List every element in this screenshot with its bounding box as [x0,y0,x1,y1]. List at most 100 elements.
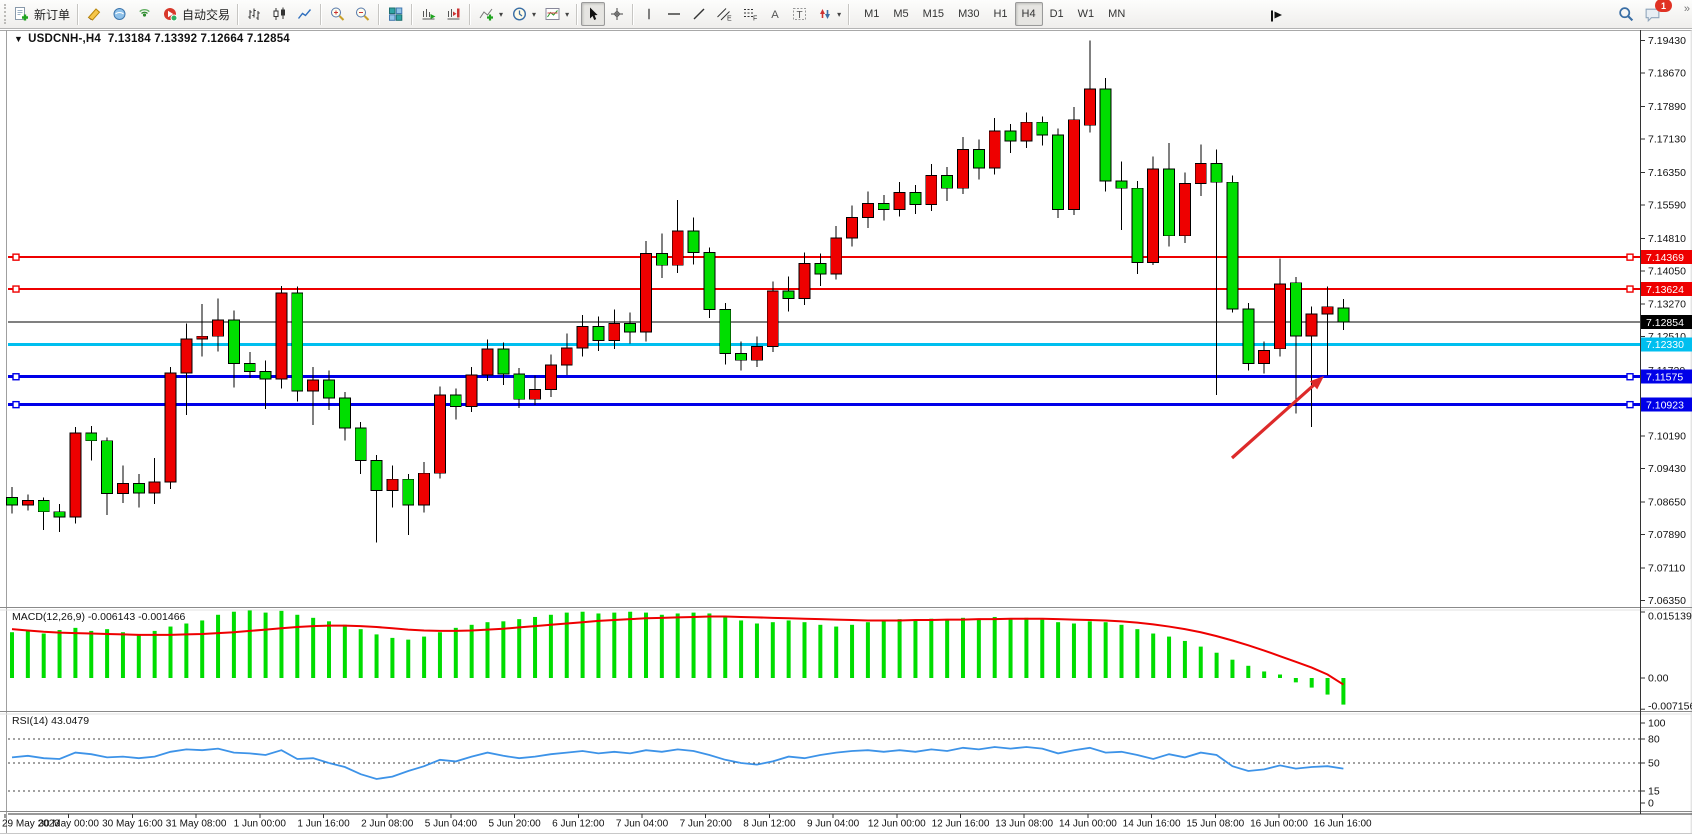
timeframe-M5[interactable]: M5 [886,2,915,26]
candle-body [608,323,621,342]
line-handle[interactable] [12,373,20,381]
new-order-button[interactable]: 新订单 [9,2,74,26]
macd-hist-bar [1071,623,1076,678]
candle-body [798,263,811,300]
time-axis-label: 16 Jun 16:00 [1314,819,1372,830]
text-label-button[interactable]: T [787,2,812,26]
candle-body [1194,162,1207,184]
candle-body [1178,183,1191,237]
candle-body [909,192,922,205]
time-axis-label: 16 Jun 00:00 [1250,819,1308,830]
candle-body [449,394,462,407]
macd-hist-bar [422,636,427,678]
community-button[interactable] [107,2,132,26]
timeframe-D1[interactable]: D1 [1043,2,1071,26]
time-axis-label: 1 Jun 00:00 [234,819,287,830]
macd-hist-bar [1087,621,1092,678]
signals-button[interactable] [132,2,157,26]
vertical-line-button[interactable] [637,2,661,26]
candle-body [782,290,795,300]
bar-chart-button[interactable] [242,2,267,26]
timeframe-M15[interactable]: M15 [916,2,951,26]
line-handle[interactable] [1626,285,1634,293]
timeframe-M30[interactable]: M30 [951,2,986,26]
timeframe-H4[interactable]: H4 [1014,2,1043,26]
styler-button[interactable] [82,2,107,26]
chat-button[interactable]: 1 [1639,0,1672,26]
rsi-line [11,746,1344,780]
line-handle[interactable] [1626,400,1634,409]
text-button[interactable]: A [763,2,787,26]
line-chart-button[interactable] [292,2,317,26]
line-handle[interactable] [12,253,20,261]
macd-hist-bar [469,624,474,678]
macd-hist-bar [1167,636,1172,678]
equidistant-channel-button[interactable]: E [711,2,737,26]
zoom-in-icon [331,7,345,21]
chart-frame [0,30,1692,834]
candle-body [877,203,890,211]
macd-hist-bar [865,622,870,678]
trendline-button[interactable] [687,2,711,26]
line-handle[interactable] [12,400,20,409]
macd-hist-bar [913,620,918,678]
auto-trading-button[interactable]: 自动交易 [157,2,234,26]
time-axis-label: 30 May 16:00 [102,819,163,830]
candle-body [291,292,304,392]
fibonacci-button[interactable]: F [737,2,763,26]
arrows-button[interactable]: ▾ [812,2,845,26]
candle-body [85,432,98,442]
crosshair-button[interactable] [605,2,629,26]
candle-body [703,251,716,310]
templates-button[interactable]: ▾ [540,2,573,26]
timeframe-H1[interactable]: H1 [986,2,1014,26]
macd-hist-bar [168,626,173,678]
macd-hist-bar [945,620,950,678]
toolbar-overflow-icon[interactable]: » [1683,3,1690,15]
candle-body [687,230,700,253]
trend-arrow[interactable] [1230,372,1328,460]
zoom-in-button[interactable] [325,2,350,26]
macd-hist-bar [1278,674,1282,678]
zoom-out-button[interactable] [350,2,375,26]
panel-separators[interactable] [0,607,1692,812]
macd-hist-bar [628,611,633,678]
macd-hist-bar [580,611,585,678]
macd-hist-bar [533,616,538,678]
timeframe-M1[interactable]: M1 [857,2,886,26]
tile-windows-button[interactable] [383,2,408,26]
candle-body [275,292,288,380]
auto-scroll-button[interactable] [416,2,441,26]
candle-body [227,319,240,365]
price-badge-label: 7.12854 [1646,317,1684,329]
timeframe-MN[interactable]: MN [1101,2,1132,26]
candle-body [37,500,50,513]
line-handle[interactable] [12,285,20,293]
indicators-button[interactable]: ▾ [474,2,507,26]
vertical-line-icon [648,8,650,20]
rsi-axis-label: 100 [1648,718,1666,730]
search-button[interactable] [1613,2,1639,26]
svg-text:T: T [797,10,803,21]
horizontal-line-button[interactable] [661,2,687,26]
line-handle[interactable] [1626,373,1634,381]
candle-body [592,326,605,342]
candlestick-chart-button[interactable] [267,2,292,26]
crosshair-icon [611,8,624,20]
candle-body [307,379,320,392]
price-axis-label: 7.09430 [1648,463,1686,475]
bar-chart-icon [248,8,260,20]
macd-axis-label: -0.007156 [1648,701,1692,713]
periods-button[interactable]: ▾ [507,2,540,26]
price-axis-label: 7.06350 [1648,595,1686,607]
macd-signal-line [11,615,1344,686]
timeframe-W1[interactable]: W1 [1071,2,1102,26]
cursor-button[interactable] [581,2,606,26]
chart-shift-button[interactable] [441,2,466,26]
macd-hist-bar [1309,678,1314,688]
templates-caret-icon: ▾ [565,9,570,19]
line-handle[interactable] [1626,253,1634,261]
candle-body [1083,88,1096,126]
